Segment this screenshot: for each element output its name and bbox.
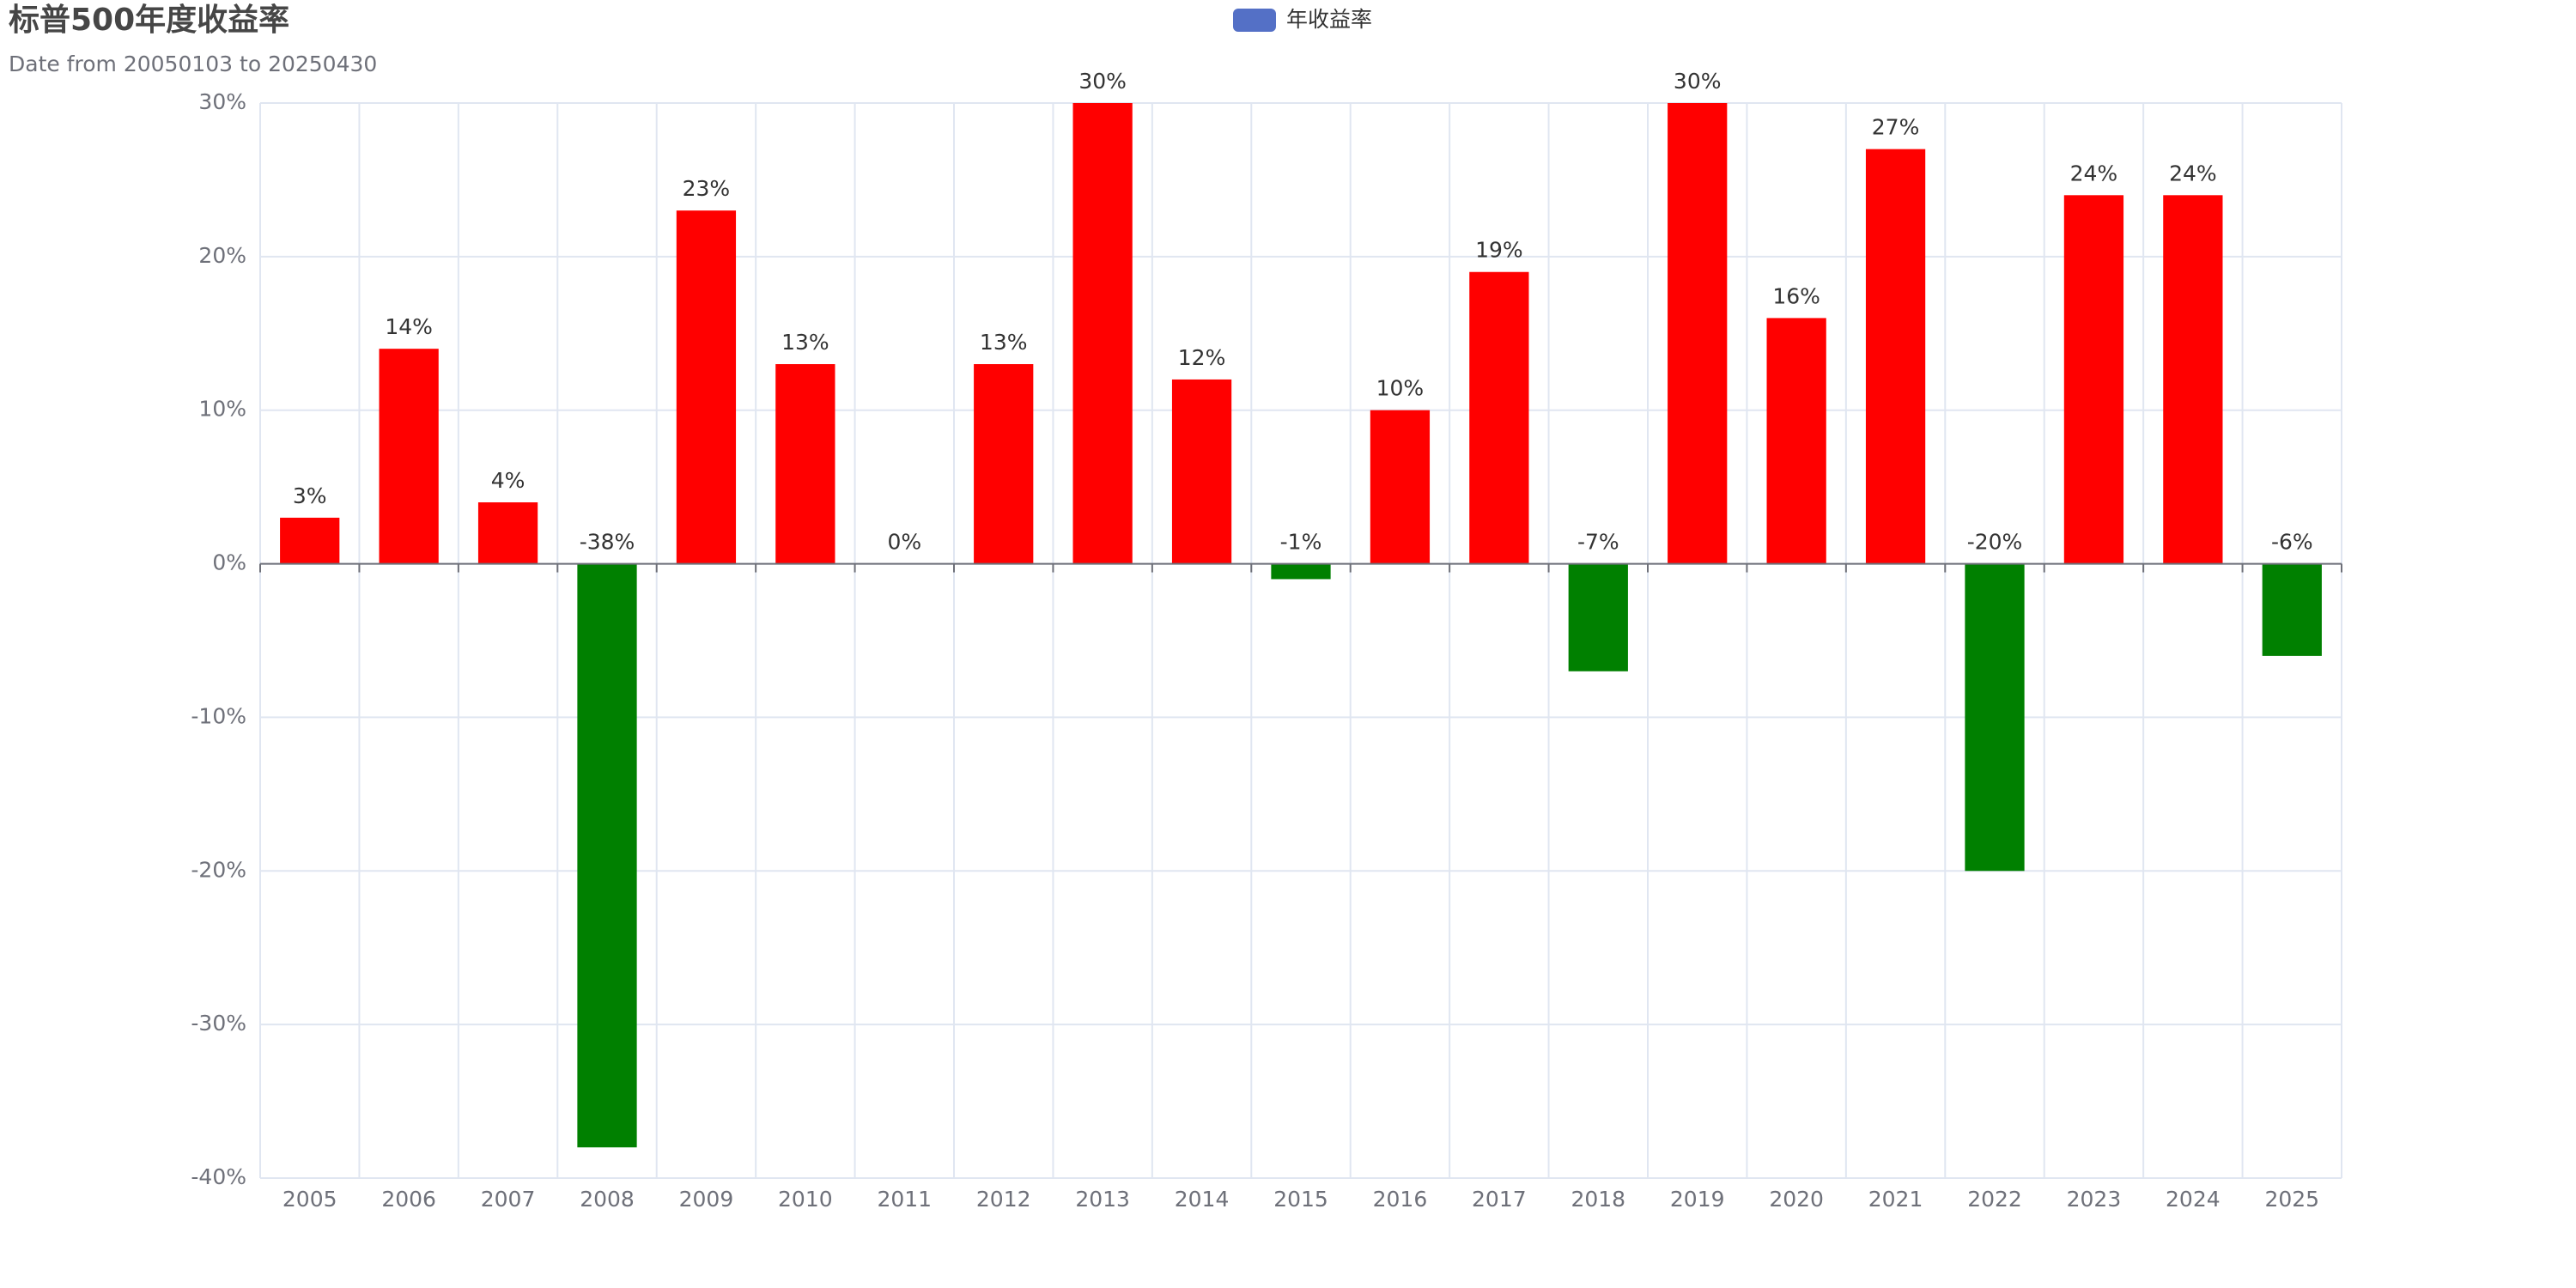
y-tick-label: -20% xyxy=(191,857,246,882)
x-tick-label: 2016 xyxy=(1373,1187,1428,1212)
y-tick-label: 20% xyxy=(198,243,246,268)
x-tick-label: 2015 xyxy=(1273,1187,1328,1212)
y-tick-label: -30% xyxy=(191,1011,246,1036)
bar xyxy=(1072,103,1133,564)
data-label: 14% xyxy=(385,314,433,339)
x-tick-label: 2010 xyxy=(778,1187,833,1212)
data-label: 13% xyxy=(980,330,1028,355)
bar xyxy=(577,563,637,1148)
legend-swatch[interactable] xyxy=(1233,9,1276,32)
bar xyxy=(775,364,835,564)
bar xyxy=(2262,563,2322,656)
data-label: 30% xyxy=(1078,69,1127,94)
x-tick-label: 2021 xyxy=(1868,1187,1923,1212)
y-tick-label: -10% xyxy=(191,703,246,728)
data-label: 0% xyxy=(887,530,921,555)
x-tick-label: 2013 xyxy=(1075,1187,1130,1212)
bar xyxy=(1568,563,1628,671)
y-tick-label: 0% xyxy=(212,550,246,575)
y-tick-label: 30% xyxy=(198,89,246,114)
data-label: 24% xyxy=(2070,161,2118,185)
data-label: -20% xyxy=(1967,530,2023,555)
x-tick-label: 2019 xyxy=(1670,1187,1725,1212)
x-tick-label: 2008 xyxy=(580,1187,635,1212)
bar xyxy=(1965,563,2025,872)
data-label: 27% xyxy=(1872,115,1920,140)
chart-title: 标普500年度收益率 xyxy=(9,3,289,38)
bar xyxy=(1171,379,1232,564)
bar xyxy=(2163,195,2223,564)
data-label: -6% xyxy=(2271,530,2313,555)
x-tick-label: 2024 xyxy=(2166,1187,2221,1212)
data-label: 12% xyxy=(1178,345,1226,370)
data-label: 16% xyxy=(1772,283,1820,308)
data-label: 4% xyxy=(491,468,526,493)
data-label: 23% xyxy=(683,176,731,201)
x-tick-label: 2014 xyxy=(1175,1187,1230,1212)
bar xyxy=(280,517,340,564)
y-tick-label: -40% xyxy=(191,1164,246,1189)
data-label: 10% xyxy=(1376,376,1425,401)
x-tick-label: 2020 xyxy=(1769,1187,1824,1212)
bar xyxy=(1271,563,1331,580)
x-tick-label: 2017 xyxy=(1472,1187,1527,1212)
legend-label[interactable]: 年收益率 xyxy=(1286,7,1372,32)
data-label: 30% xyxy=(1674,69,1722,94)
x-tick-label: 2018 xyxy=(1571,1187,1625,1212)
bar xyxy=(1668,103,1728,564)
bar xyxy=(1370,410,1431,564)
x-tick-label: 2011 xyxy=(877,1187,932,1212)
x-tick-label: 2007 xyxy=(481,1187,536,1212)
data-label: 19% xyxy=(1475,238,1523,263)
bar xyxy=(1766,318,1826,564)
bar xyxy=(477,502,538,564)
x-tick-label: 2023 xyxy=(2067,1187,2122,1212)
bar xyxy=(1469,271,1529,564)
y-tick-label: 10% xyxy=(198,397,246,422)
chart-subtitle: Date from 20050103 to 20250430 xyxy=(9,52,377,76)
x-tick-label: 2009 xyxy=(679,1187,734,1212)
bar xyxy=(676,210,737,564)
x-tick-label: 2025 xyxy=(2264,1187,2319,1212)
bar xyxy=(379,349,439,564)
data-label: 3% xyxy=(293,483,327,508)
bar xyxy=(1865,149,1926,564)
x-tick-label: 2022 xyxy=(1967,1187,2022,1212)
bar xyxy=(974,364,1034,564)
x-tick-label: 2006 xyxy=(381,1187,436,1212)
data-label: -1% xyxy=(1280,530,1322,555)
bar xyxy=(2063,195,2124,564)
data-label: 13% xyxy=(781,330,829,355)
x-tick-label: 2005 xyxy=(283,1187,337,1212)
data-label: -38% xyxy=(580,530,635,555)
data-label: 24% xyxy=(2169,161,2217,185)
x-tick-label: 2012 xyxy=(976,1187,1031,1212)
data-label: -7% xyxy=(1577,530,1619,555)
